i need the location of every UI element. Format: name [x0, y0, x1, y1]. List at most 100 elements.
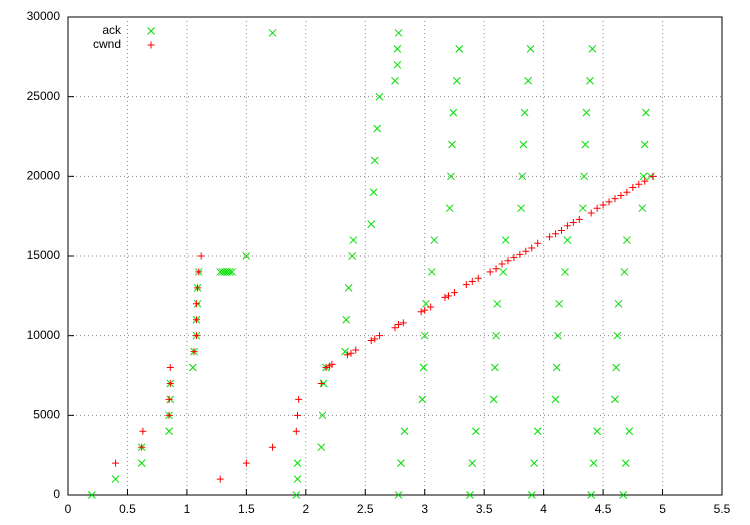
point	[166, 379, 174, 387]
point	[393, 45, 402, 53]
x-tick-label: 0.5	[119, 502, 136, 516]
x-tick-label: 4.5	[595, 502, 612, 516]
point	[318, 411, 327, 420]
point	[557, 227, 565, 235]
point	[197, 252, 205, 260]
point	[588, 45, 597, 53]
point	[393, 60, 402, 69]
point	[441, 293, 449, 301]
point	[614, 299, 623, 308]
point	[552, 230, 560, 238]
point	[520, 108, 529, 117]
point	[367, 336, 375, 344]
point	[343, 351, 351, 359]
point	[492, 331, 500, 340]
point	[418, 395, 427, 404]
point	[165, 395, 173, 403]
point	[621, 459, 630, 467]
x-tick-label: 2	[302, 502, 309, 516]
point	[526, 45, 535, 53]
point	[190, 348, 198, 356]
point	[642, 108, 650, 117]
point	[561, 268, 569, 276]
point	[292, 491, 301, 499]
point	[322, 364, 330, 372]
x-tick-label: 3	[421, 502, 428, 516]
point	[293, 411, 301, 419]
point	[352, 346, 360, 354]
point	[166, 364, 174, 372]
x-tick-label: 5.5	[714, 502, 731, 516]
point	[579, 204, 587, 213]
point	[493, 299, 502, 308]
x-tick-label: 1	[184, 502, 191, 516]
x-tick-label: 3.5	[476, 502, 493, 516]
point	[581, 140, 590, 149]
point	[611, 195, 619, 203]
point	[612, 363, 621, 372]
point	[269, 443, 277, 451]
point	[519, 140, 528, 149]
point	[613, 331, 622, 340]
point	[587, 209, 595, 217]
point	[462, 281, 470, 289]
point	[552, 363, 561, 372]
point	[371, 335, 379, 343]
y-tick-label: 25000	[27, 89, 61, 103]
point	[391, 324, 399, 332]
point	[342, 315, 351, 324]
point	[344, 284, 353, 292]
point	[369, 188, 378, 197]
point	[649, 172, 657, 180]
point	[421, 306, 429, 314]
x-tick-label: 5	[659, 502, 666, 516]
point	[620, 268, 629, 276]
point	[491, 363, 499, 372]
point	[533, 427, 542, 436]
y-tick-label: 10000	[27, 328, 61, 342]
point	[635, 180, 643, 188]
point	[593, 427, 601, 436]
point	[575, 215, 583, 223]
point	[397, 459, 405, 467]
point	[524, 76, 533, 85]
y-tick-label: 15000	[27, 248, 61, 262]
point	[293, 475, 302, 483]
point	[293, 459, 302, 467]
point	[605, 198, 613, 206]
point	[394, 491, 403, 499]
point	[501, 236, 510, 244]
point	[216, 475, 224, 483]
point	[516, 250, 524, 258]
point	[268, 29, 277, 37]
point	[417, 308, 425, 316]
point	[195, 268, 203, 276]
point	[528, 244, 536, 252]
point	[376, 332, 384, 340]
legend-label: cwnd	[93, 37, 121, 51]
point	[611, 395, 619, 404]
point	[623, 236, 631, 244]
point	[138, 443, 146, 451]
point	[111, 475, 120, 483]
point	[292, 427, 300, 435]
point	[492, 265, 500, 273]
point	[395, 321, 403, 329]
point	[530, 459, 538, 467]
point	[625, 427, 634, 436]
point	[137, 459, 146, 467]
point	[641, 177, 649, 185]
y-tick-label: 0	[53, 487, 60, 501]
point	[422, 299, 430, 308]
point	[428, 268, 436, 276]
x-tick-label: 2.5	[357, 502, 374, 516]
point	[489, 395, 498, 404]
point	[391, 76, 399, 85]
point	[518, 172, 527, 181]
point	[587, 491, 596, 499]
point	[367, 220, 376, 228]
point	[586, 76, 594, 85]
point	[623, 188, 631, 196]
point	[192, 332, 200, 340]
